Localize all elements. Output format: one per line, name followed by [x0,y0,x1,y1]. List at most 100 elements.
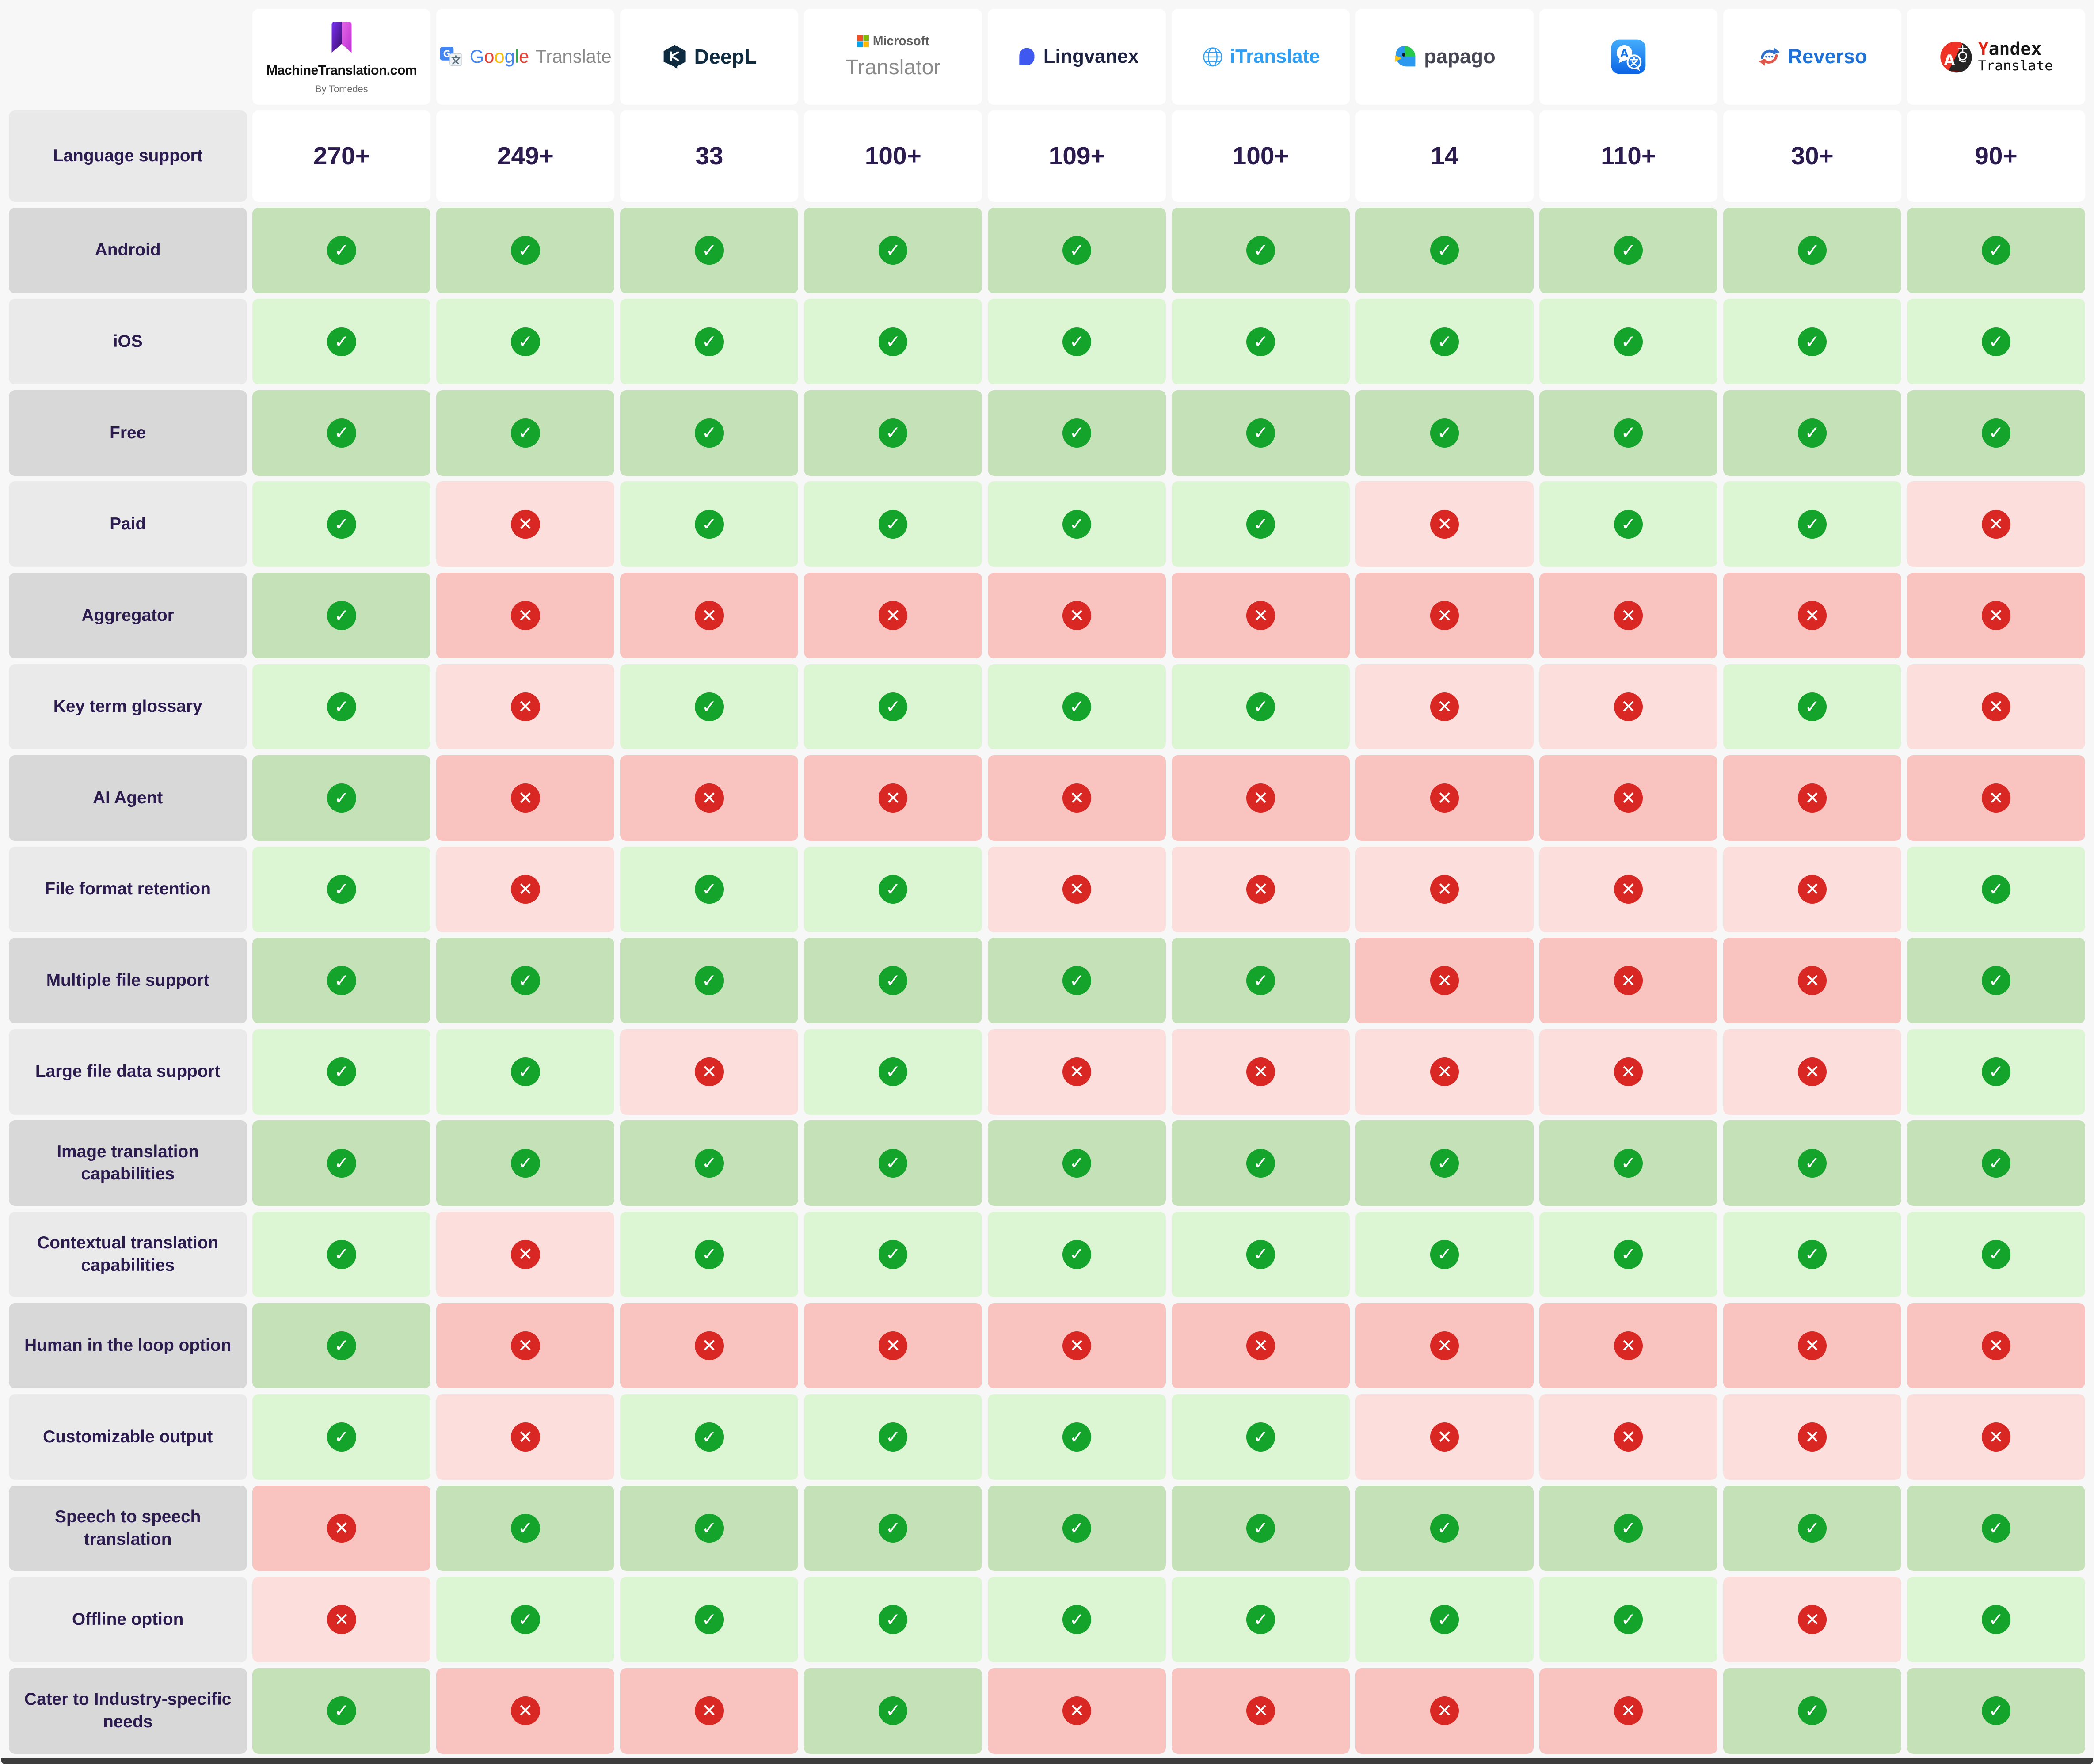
check-icon: ✓ [1062,1422,1092,1452]
cell-ios-apple-translate: ✓ [1539,299,1718,385]
cell-large-file-data-support-papago: ✕ [1355,1029,1534,1115]
feature-label-ios: iOS [8,299,247,385]
language-support-value-papago: 14 [1355,110,1534,202]
cell-offline-option-machinetranslation: ✕ [252,1577,431,1662]
cross-icon: ✕ [1797,1605,1827,1634]
check-icon: ✓ [511,966,540,995]
cell-file-format-retention-google-translate: ✕ [436,846,615,932]
cell-aggregator-papago: ✕ [1355,573,1534,658]
cell-image-translation-capabilities-papago: ✓ [1355,1120,1534,1206]
cell-speech-to-speech-translation-machinetranslation: ✕ [252,1485,431,1571]
cell-customizable-output-microsoft-translator: ✓ [804,1394,982,1480]
apple-translate-app-icon: A [1610,38,1647,75]
check-icon: ✓ [879,1240,908,1269]
cell-free-deepl: ✓ [620,390,799,476]
check-icon: ✓ [1062,327,1092,356]
cell-human-in-the-loop-option-itranslate: ✕ [1172,1303,1350,1389]
cross-icon: ✕ [1797,874,1827,904]
check-icon: ✓ [1981,1696,2011,1726]
cross-icon: ✕ [1981,783,2011,813]
cross-icon: ✕ [1430,692,1459,722]
cell-customizable-output-papago: ✕ [1355,1394,1534,1480]
cell-speech-to-speech-translation-yandex-translate: ✓ [1907,1485,2086,1571]
check-icon: ✓ [1981,418,2011,448]
check-icon: ✓ [879,509,908,539]
cell-speech-to-speech-translation-microsoft-translator: ✓ [804,1485,982,1571]
cross-icon: ✕ [1062,601,1092,630]
cell-image-translation-capabilities-lingvanex: ✓ [988,1120,1166,1206]
check-icon: ✓ [1062,692,1092,722]
provider-label: iTranslate [1230,46,1320,67]
cross-icon: ✕ [511,509,540,539]
cell-image-translation-capabilities-deepl: ✓ [620,1120,799,1206]
provider-label: MachineTranslation.com [266,63,417,78]
cross-icon: ✕ [511,874,540,904]
svg-text:A: A [1621,47,1629,59]
cell-cater-to-industry-specific-needs-deepl: ✕ [620,1668,799,1754]
cell-android-lingvanex: ✓ [988,207,1166,293]
cross-icon: ✕ [1246,1331,1275,1361]
cross-icon: ✕ [511,692,540,722]
cell-customizable-output-lingvanex: ✓ [988,1394,1166,1480]
cell-large-file-data-support-reverso: ✕ [1723,1029,1902,1115]
check-icon: ✓ [695,1148,724,1178]
cell-file-format-retention-machinetranslation: ✓ [252,846,431,932]
google-translate-logo-icon: G [439,45,463,68]
cell-contextual-translation-capabilities-reverso: ✓ [1723,1211,1902,1297]
check-icon: ✓ [327,601,356,630]
cell-offline-option-apple-translate: ✓ [1539,1577,1718,1662]
cell-contextual-translation-capabilities-yandex-translate: ✓ [1907,1211,2086,1297]
check-icon: ✓ [695,1513,724,1543]
check-icon: ✓ [511,418,540,448]
cell-large-file-data-support-microsoft-translator: ✓ [804,1029,982,1115]
check-icon: ✓ [879,1513,908,1543]
cross-icon: ✕ [695,601,724,630]
cell-ai-agent-machinetranslation: ✓ [252,755,431,841]
cell-paid-itranslate: ✓ [1172,481,1350,567]
cell-ai-agent-apple-translate: ✕ [1539,755,1718,841]
provider-header-reverso: Reverso [1723,8,1902,105]
cross-icon: ✕ [1614,783,1643,813]
cell-image-translation-capabilities-itranslate: ✓ [1172,1120,1350,1206]
check-icon: ✓ [1430,327,1459,356]
check-icon: ✓ [1614,509,1643,539]
cell-large-file-data-support-yandex-translate: ✓ [1907,1029,2086,1115]
cross-icon: ✕ [879,601,908,630]
cell-multiple-file-support-machinetranslation: ✓ [252,938,431,1024]
cell-key-term-glossary-yandex-translate: ✕ [1907,664,2086,750]
provider-header-deepl: DeepL [620,8,799,105]
cell-aggregator-deepl: ✕ [620,573,799,658]
cross-icon: ✕ [1981,1422,2011,1452]
check-icon: ✓ [511,1605,540,1634]
cell-aggregator-reverso: ✕ [1723,573,1902,658]
check-icon: ✓ [327,1057,356,1087]
cell-contextual-translation-capabilities-deepl: ✓ [620,1211,799,1297]
cell-cater-to-industry-specific-needs-itranslate: ✕ [1172,1668,1350,1754]
cell-speech-to-speech-translation-papago: ✓ [1355,1485,1534,1571]
provider-header-yandex-translate: A Yandex Translate [1907,8,2086,105]
cell-key-term-glossary-deepl: ✓ [620,664,799,750]
cell-file-format-retention-microsoft-translator: ✓ [804,846,982,932]
cross-icon: ✕ [1246,601,1275,630]
cell-contextual-translation-capabilities-apple-translate: ✓ [1539,1211,1718,1297]
check-icon: ✓ [327,418,356,448]
provider-label: Microsoft [872,34,929,48]
cell-customizable-output-machinetranslation: ✓ [252,1394,431,1480]
cell-aggregator-yandex-translate: ✕ [1907,573,2086,658]
cross-icon: ✕ [511,783,540,813]
cell-speech-to-speech-translation-itranslate: ✓ [1172,1485,1350,1571]
provider-label: DeepL [694,45,757,68]
check-icon: ✓ [695,327,724,356]
cross-icon: ✕ [1430,1422,1459,1452]
cell-file-format-retention-deepl: ✓ [620,846,799,932]
check-icon: ✓ [1797,692,1827,722]
deepl-logo-icon [662,44,688,70]
cross-icon: ✕ [511,1331,540,1361]
cross-icon: ✕ [1062,1331,1092,1361]
cell-android-itranslate: ✓ [1172,207,1350,293]
cell-android-apple-translate: ✓ [1539,207,1718,293]
cell-image-translation-capabilities-yandex-translate: ✓ [1907,1120,2086,1206]
cross-icon: ✕ [1797,1057,1827,1087]
provider-label-2: Translator [845,55,941,80]
check-icon: ✓ [1246,509,1275,539]
